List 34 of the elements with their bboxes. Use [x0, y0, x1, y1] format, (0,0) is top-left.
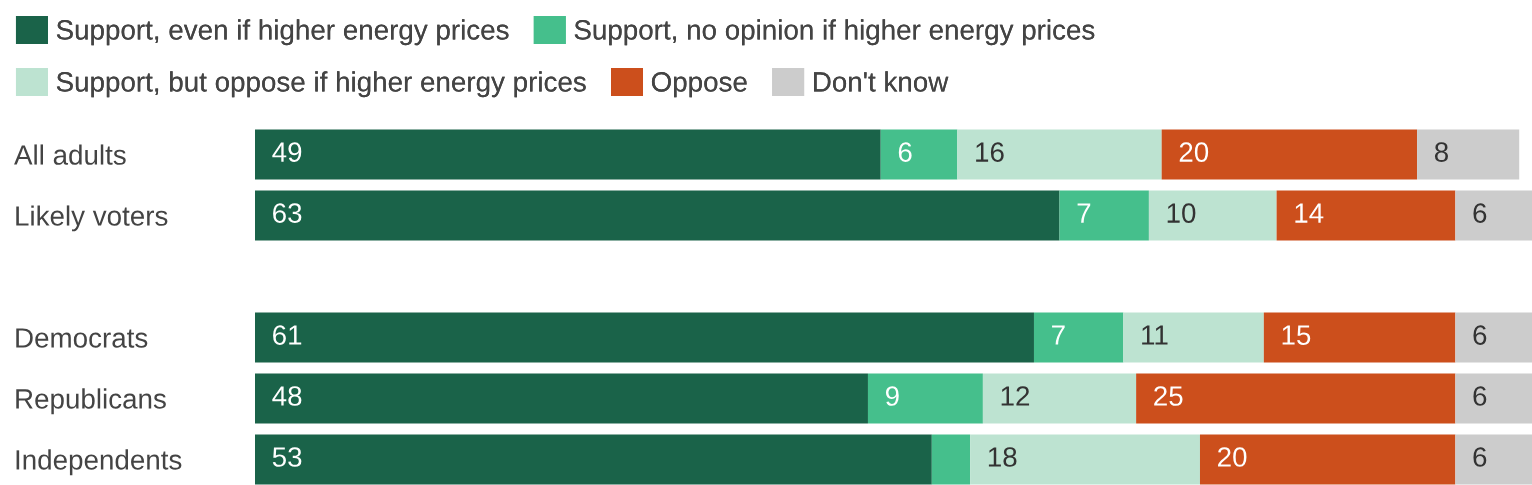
data-label: 20: [1218, 447, 1247, 467]
data-label: 8: [1434, 142, 1448, 162]
data-label: 9: [885, 386, 899, 406]
data-label: 12: [1001, 386, 1030, 406]
y-tick-label: Independents: [16, 449, 182, 476]
data-label: 6: [1473, 325, 1487, 345]
data-label: 7: [1052, 325, 1065, 345]
data-label: 25: [1154, 386, 1183, 406]
legend-label: Oppose: [651, 72, 747, 98]
data-label: 14: [1295, 203, 1324, 223]
data-label: 20: [1179, 142, 1209, 162]
data-label: 11: [1142, 325, 1168, 345]
y-tick-label: Likely voters: [16, 205, 168, 232]
legend-label: Support, no opinion if higher energy prices: [574, 19, 1095, 46]
y-tick-label: All adults: [14, 144, 126, 165]
data-label: 63: [273, 203, 302, 223]
y-tick-label: Republicans: [16, 388, 166, 415]
legend-label: Support, but oppose if higher energy prices: [56, 71, 586, 98]
data-label: 6: [898, 142, 912, 162]
data-label: 61: [273, 325, 302, 345]
data-label: 16: [976, 142, 1004, 162]
legend-label: Support, even if higher energy prices: [56, 19, 509, 46]
data-label: 6: [1473, 203, 1487, 223]
data-label: 49: [272, 142, 302, 162]
data-label: 6: [1473, 447, 1487, 467]
data-label: 53: [272, 447, 302, 467]
data-label: 48: [272, 386, 302, 406]
data-label: 10: [1167, 203, 1196, 223]
legend-label: Don't know: [814, 71, 949, 92]
data-label: 18: [988, 447, 1017, 467]
data-label: 15: [1282, 325, 1311, 345]
data-label: 6: [1473, 386, 1487, 406]
y-tick-label: Democrats: [16, 328, 148, 348]
data-label: 7: [1077, 203, 1091, 223]
